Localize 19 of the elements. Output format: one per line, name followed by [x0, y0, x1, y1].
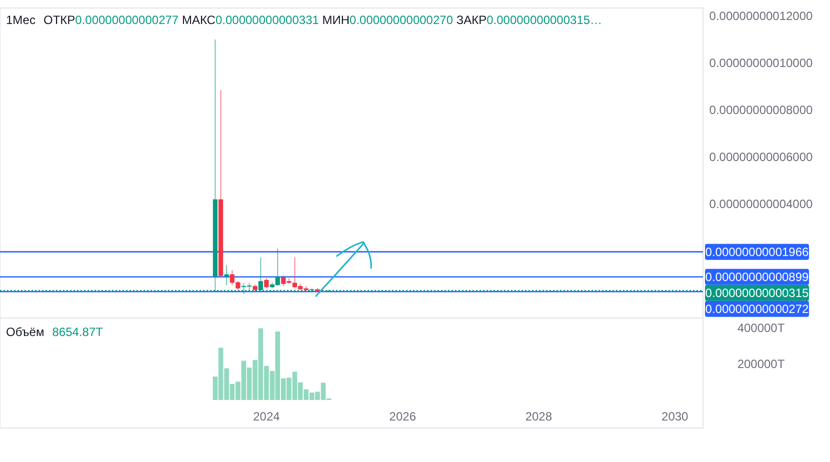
- ref-line-label: 0.00000000000315: [705, 286, 810, 300]
- y-tick-label: 0.00000000010000: [709, 56, 814, 70]
- annotation: 8654.87T: [52, 325, 104, 339]
- x-tick-label: 2030: [662, 410, 689, 424]
- y-tick-label: 0.00000000006000: [709, 150, 814, 164]
- ref-line-label: 0.00000000000899: [705, 270, 810, 284]
- x-tick-label: 2026: [389, 410, 416, 424]
- y-tick-label: 400000T: [737, 320, 786, 335]
- x-tick-label: 2024: [253, 410, 280, 424]
- y-tick-label: 0.00000000004000: [709, 196, 814, 211]
- ref-line-label: 0.00000000001966: [705, 244, 810, 259]
- y-tick-label: 0.00000000008000: [709, 102, 814, 117]
- text: 1Мес: [6, 13, 36, 27]
- y-tick-label: 200000T: [737, 356, 786, 371]
- text: ОТКР0.00000000000277 МАКС0.00000000000331 МИН0.00000000000270 ЗАКР0.00000000000315…: [43, 13, 602, 27]
- ref-line-label: 0.00000000000272: [705, 302, 810, 316]
- text: Объём: [6, 325, 44, 339]
- y-tick-label: 0.00000000012000: [709, 8, 814, 23]
- x-tick-label: 2028: [525, 410, 552, 424]
